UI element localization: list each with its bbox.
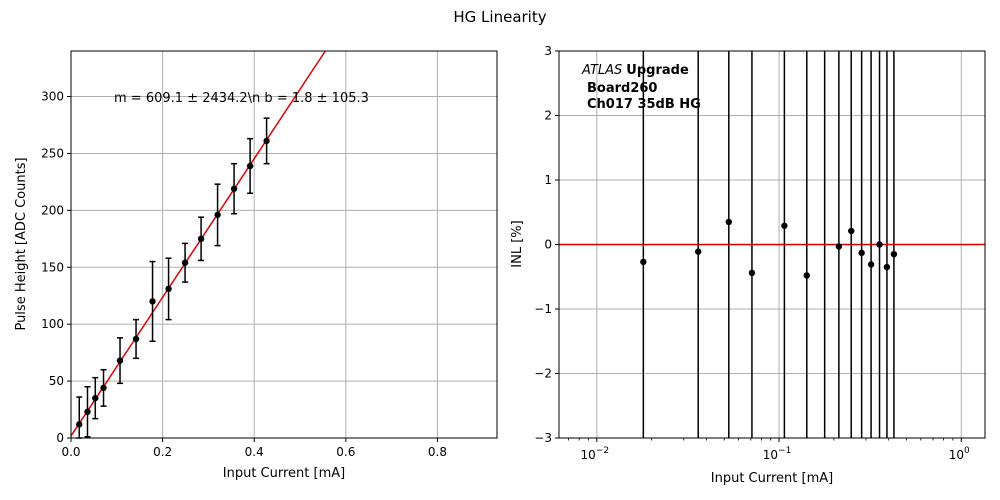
left-x-axis-label: Input Current [mA]	[223, 466, 345, 481]
left-fit-annotation: m = 609.1 ± 2434.2\n b = 1.8 ± 105.3	[114, 91, 369, 106]
right-data-point	[867, 261, 875, 268]
right-data-point	[883, 263, 891, 271]
left-data-point	[84, 408, 91, 416]
left-x-tick-label: 0.0	[61, 445, 80, 459]
left-data-point	[132, 335, 140, 343]
left-y-tick-label: 0	[56, 431, 64, 445]
right-y-ticks: −3 −2 −1 0 1 2 3	[534, 44, 559, 445]
left-data-point	[100, 384, 107, 392]
left-y-tick-label: 250	[41, 146, 64, 160]
left-data-points	[76, 137, 270, 428]
right-y-tick-label: −3	[534, 431, 552, 445]
left-y-ticks: 0 50 100 150 200 250 300	[41, 90, 71, 445]
right-x-tick-exponent: −1	[778, 446, 791, 456]
right-data-point	[725, 218, 733, 226]
right-y-tick-label: 0	[544, 238, 552, 252]
left-y-tick-label: 300	[41, 90, 64, 104]
left-data-point	[149, 298, 156, 305]
left-data-point	[116, 357, 124, 364]
left-axes-frame	[70, 50, 498, 439]
right-data-points	[640, 218, 898, 279]
atlas-prefix: ATLAS	[581, 63, 622, 78]
right-data-point	[890, 250, 898, 258]
right-y-tick-label: 1	[544, 173, 552, 187]
left-fit-line-segment	[70, 50, 326, 437]
left-x-tick-label: 0.6	[336, 445, 355, 459]
right-y-axis-label: INL [%]	[510, 220, 525, 267]
right-data-point	[781, 222, 788, 229]
left-data-point	[197, 235, 205, 243]
left-data-point	[165, 285, 172, 293]
right-data-point	[876, 241, 883, 248]
right-x-tick-exponent: 0	[964, 446, 970, 456]
right-data-point	[848, 227, 855, 235]
right-data-point	[748, 269, 756, 277]
left-y-tick-label: 50	[49, 374, 64, 388]
left-data-point	[214, 211, 221, 219]
left-data-point	[263, 137, 270, 145]
left-x-ticks: 0.0 0.2 0.4 0.6 0.8	[61, 438, 447, 459]
left-x-tick-label: 0.4	[245, 445, 264, 459]
left-data-point	[230, 185, 238, 192]
right-y-tick-label: −1	[534, 302, 552, 316]
left-x-tick-label: 0.2	[153, 445, 172, 459]
left-data-point	[92, 394, 99, 402]
left-data-point	[181, 259, 189, 266]
right-x-tick-exponent: −2	[596, 446, 609, 456]
atlas-label: ATLAS Upgrade	[581, 63, 689, 78]
linearity-plot: 0.0 0.2 0.4 0.6 0.8 0 50 100 150 200 250 300 m = 6…	[14, 50, 498, 481]
left-x-tick-label: 0.8	[428, 445, 447, 459]
right-data-point	[803, 272, 810, 279]
right-data-point	[640, 258, 647, 266]
left-data-point	[76, 421, 83, 428]
right-x-axis-label: Input Current [mA]	[711, 471, 833, 486]
atlas-upgrade: Upgrade	[626, 63, 689, 78]
left-y-tick-label: 100	[41, 317, 64, 331]
right-y-tick-label: 3	[544, 44, 552, 58]
left-y-tick-label: 200	[41, 203, 64, 217]
right-data-point	[835, 243, 843, 250]
left-fit-line	[70, 50, 326, 437]
left-data-point	[246, 162, 254, 170]
left-y-axis-label: Pulse Height [ADC Counts]	[14, 157, 29, 330]
figure-title: HG Linearity	[453, 8, 546, 26]
right-data-point	[694, 248, 702, 255]
board-label: Board260	[587, 81, 657, 96]
channel-label: Ch017 35dB HG	[587, 97, 701, 112]
right-y-tick-label: −2	[534, 367, 552, 381]
right-data-point	[858, 249, 865, 257]
left-y-tick-label: 150	[41, 260, 64, 274]
right-y-tick-label: 2	[544, 109, 552, 123]
